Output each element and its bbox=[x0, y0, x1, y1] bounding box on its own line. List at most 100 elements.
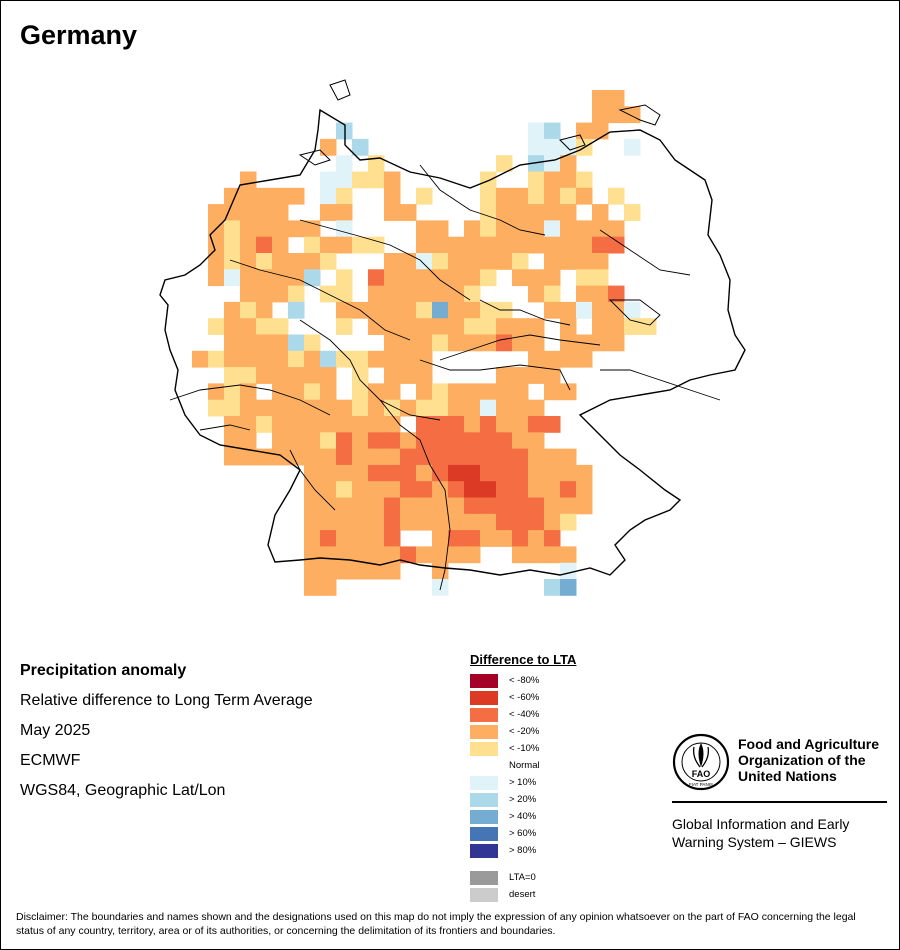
anomaly-cell bbox=[224, 204, 241, 221]
anomaly-cell bbox=[400, 448, 417, 466]
anomaly-cell bbox=[400, 301, 417, 319]
anomaly-cell bbox=[544, 448, 561, 466]
anomaly-cell bbox=[608, 220, 625, 238]
anomaly-cell bbox=[256, 399, 273, 417]
anomaly-cell bbox=[528, 367, 545, 384]
anomaly-cell bbox=[320, 562, 337, 580]
anomaly-cell bbox=[560, 350, 577, 368]
anomaly-cell bbox=[400, 481, 417, 498]
anomaly-cell bbox=[352, 497, 369, 515]
anomaly-cell bbox=[528, 464, 545, 482]
anomaly-cell bbox=[544, 367, 561, 384]
anomaly-cell bbox=[256, 367, 273, 384]
anomaly-cell bbox=[368, 350, 385, 368]
anomaly-cell bbox=[320, 432, 337, 450]
anomaly-cell bbox=[400, 204, 417, 221]
info-projection: WGS84, Geographic Lat/Lon bbox=[20, 782, 226, 799]
anomaly-cell bbox=[288, 285, 305, 303]
anomaly-cell bbox=[464, 497, 481, 515]
anomaly-cell bbox=[368, 481, 385, 498]
anomaly-cell bbox=[576, 187, 593, 205]
legend-extra-swatch bbox=[470, 870, 498, 885]
anomaly-cell bbox=[416, 513, 433, 531]
anomaly-cell bbox=[272, 253, 289, 270]
anomaly-cell bbox=[368, 562, 385, 580]
anomaly-cell bbox=[560, 138, 577, 156]
anomaly-cell bbox=[384, 334, 401, 352]
legend-item-row: < -80% bbox=[470, 672, 576, 689]
anomaly-cell bbox=[464, 269, 481, 287]
anomaly-cell bbox=[416, 318, 433, 335]
anomaly-cell bbox=[544, 350, 561, 368]
anomaly-cell bbox=[336, 562, 353, 580]
anomaly-cell bbox=[528, 481, 545, 498]
logo-divider bbox=[672, 801, 887, 803]
anomaly-cell bbox=[592, 220, 609, 238]
anomaly-cell bbox=[544, 513, 561, 531]
anomaly-cell bbox=[464, 318, 481, 335]
info-subtitle: Relative difference to Long Term Average bbox=[20, 692, 313, 709]
anomaly-cell bbox=[608, 236, 625, 254]
anomaly-cell bbox=[400, 334, 417, 352]
anomaly-cell bbox=[224, 253, 241, 270]
anomaly-cell bbox=[304, 334, 321, 352]
anomaly-cell bbox=[464, 416, 481, 433]
anomaly-cell bbox=[560, 155, 577, 172]
anomaly-cell bbox=[432, 383, 449, 401]
anomaly-cell bbox=[528, 530, 545, 547]
anomaly-cell bbox=[432, 416, 449, 433]
anomaly-cell bbox=[480, 204, 497, 221]
anomaly-cell bbox=[336, 448, 353, 466]
anomaly-cell bbox=[256, 187, 273, 205]
anomaly-cell bbox=[480, 464, 497, 482]
anomaly-cell bbox=[240, 432, 257, 450]
anomaly-cell bbox=[240, 187, 257, 205]
anomaly-cell bbox=[448, 399, 465, 417]
germany-outline bbox=[159, 108, 746, 576]
svg-text:FIAT PANIS: FIAT PANIS bbox=[689, 782, 713, 787]
anomaly-cell bbox=[352, 513, 369, 531]
anomaly-cell bbox=[384, 513, 401, 531]
legend-item-swatch bbox=[470, 724, 498, 739]
anomaly-cell bbox=[512, 513, 529, 531]
anomaly-cell bbox=[352, 399, 369, 417]
anomaly-cell bbox=[496, 334, 513, 352]
anomaly-cell bbox=[416, 253, 433, 270]
svg-text:FAO: FAO bbox=[692, 769, 711, 779]
anomaly-cell bbox=[592, 334, 609, 352]
anomaly-cell bbox=[528, 318, 545, 335]
anomaly-cell bbox=[528, 122, 545, 140]
anomaly-cell bbox=[352, 546, 369, 564]
anomaly-cell bbox=[544, 138, 561, 156]
anomaly-cell bbox=[608, 285, 625, 303]
anomaly-cell bbox=[400, 367, 417, 384]
giews-name: Global Information and Early Warning Sys… bbox=[672, 816, 850, 850]
anomaly-cell bbox=[224, 269, 241, 287]
anomaly-cell bbox=[592, 204, 609, 221]
legend-extra-label: desert bbox=[509, 889, 536, 900]
anomaly-cell bbox=[240, 448, 257, 466]
anomaly-cell bbox=[368, 318, 385, 335]
anomaly-cell bbox=[432, 448, 449, 466]
legend-extra-items: LTA=0 desert bbox=[470, 869, 576, 903]
anomaly-cell bbox=[480, 383, 497, 401]
anomaly-cell bbox=[224, 220, 241, 238]
anomaly-cell bbox=[240, 334, 257, 352]
anomaly-cell bbox=[496, 220, 513, 238]
anomaly-cell bbox=[304, 562, 321, 580]
anomaly-cell bbox=[576, 285, 593, 303]
anomaly-cell bbox=[400, 253, 417, 270]
anomaly-cell bbox=[336, 285, 353, 303]
legend-item-swatch bbox=[470, 809, 498, 824]
anomaly-cell bbox=[512, 416, 529, 433]
anomaly-cell bbox=[416, 269, 433, 287]
anomaly-cell bbox=[400, 318, 417, 335]
anomaly-cell bbox=[608, 301, 625, 319]
anomaly-cell bbox=[304, 383, 321, 401]
anomaly-cell bbox=[496, 253, 513, 270]
anomaly-cell bbox=[560, 383, 577, 401]
anomaly-cell bbox=[272, 399, 289, 417]
germany-precipitation-map bbox=[159, 79, 746, 596]
legend-item-label: Normal bbox=[509, 760, 540, 771]
anomaly-cell bbox=[448, 464, 465, 482]
